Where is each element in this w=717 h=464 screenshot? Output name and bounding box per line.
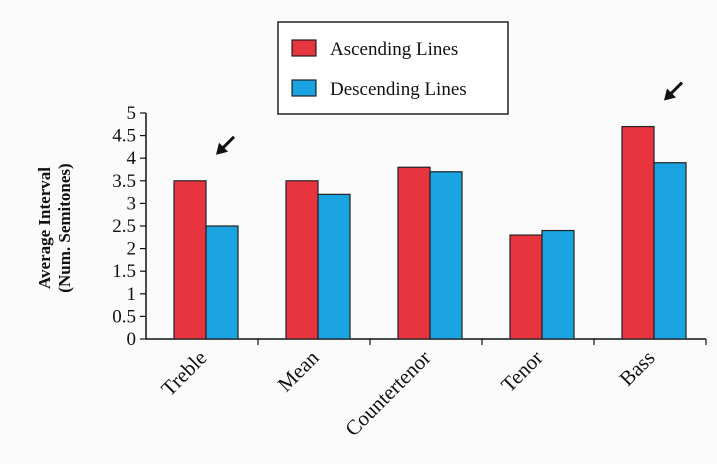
legend-label-descending: Descending Lines — [330, 79, 467, 100]
x-tick-label-mean: Mean — [273, 345, 324, 396]
bar-descending-bass — [653, 162, 687, 340]
bar-ascending-mean — [285, 180, 319, 340]
y-tick-label: 4.5 — [112, 126, 136, 147]
legend-swatch-descending — [291, 79, 317, 97]
x-tick-label-tenor: Tenor — [496, 346, 547, 397]
y-tick-label: 2 — [127, 239, 137, 260]
bar-descending-treble — [205, 225, 239, 340]
bar-ascending-tenor — [509, 234, 543, 340]
y-axis-label-line2: (Num. Semitones) — [55, 163, 74, 292]
y-tick-label: 2.5 — [112, 216, 136, 237]
legend-label-ascending: Ascending Lines — [330, 39, 458, 60]
y-tick-label: 3.5 — [112, 171, 136, 192]
bar-descending-countertenor — [429, 171, 463, 340]
y-tick-label: 0.5 — [112, 306, 136, 327]
y-tick-label: 5 — [127, 103, 137, 124]
plot-area: 00.511.522.533.544.55 Treble Mean Counterte… — [112, 81, 707, 441]
annotation-arrowhead-bass — [664, 88, 676, 101]
y-tick-label: 3 — [127, 193, 137, 214]
y-tick-label: 1.5 — [112, 261, 136, 282]
annotation-arrowhead-treble — [216, 142, 228, 155]
legend-box — [277, 21, 509, 115]
y-axis-label-line1: Average Interval — [35, 167, 54, 289]
legend-swatch-ascending — [291, 39, 317, 57]
legend: Ascending Lines Descending Lines — [277, 21, 509, 115]
x-tick-label-countertenor: Countertenor — [340, 346, 435, 441]
bar-descending-mean — [317, 193, 351, 340]
bar-descending-tenor — [541, 229, 575, 340]
y-tick-label: 0 — [127, 329, 137, 350]
bar-ascending-countertenor — [397, 166, 431, 340]
bar-ascending-treble — [173, 180, 207, 340]
x-tick-label-treble: Treble — [156, 346, 211, 401]
y-axis-label: Average Interval (Num. Semitones) — [35, 163, 74, 292]
x-tick-label-bass: Bass — [615, 346, 660, 391]
y-tick-label: 1 — [127, 284, 137, 305]
y-tick-label: 4 — [127, 148, 137, 169]
bar-ascending-bass — [621, 125, 655, 340]
